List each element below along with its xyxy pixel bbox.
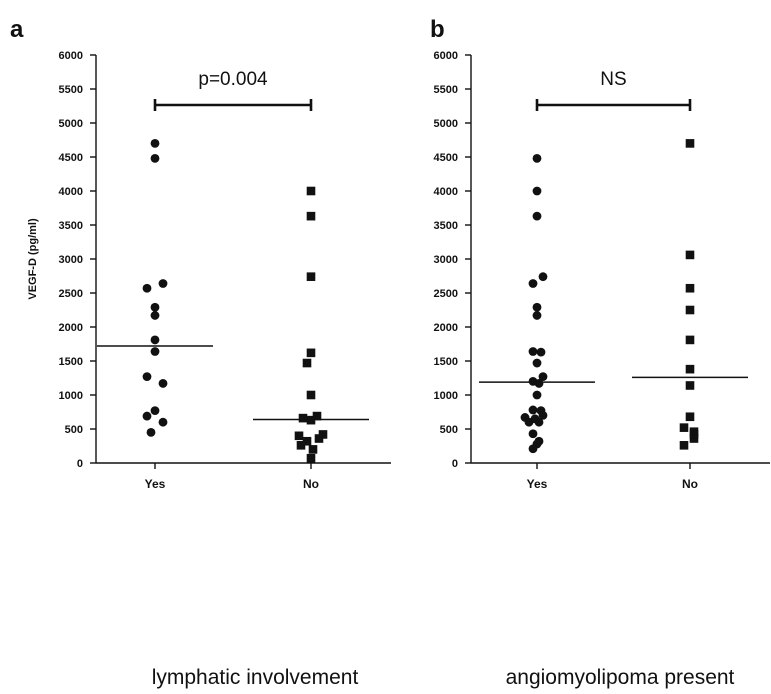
data-point-circle (528, 279, 538, 288)
data-point-square (306, 272, 316, 281)
y-tick-label: 2000 (59, 322, 83, 334)
y-tick-label: 4000 (59, 186, 83, 198)
x-tick-label: Yes (527, 477, 548, 491)
data-point-square (306, 348, 316, 358)
data-point-circle (536, 347, 546, 357)
data-point-circle (146, 428, 156, 437)
data-point-circle (532, 211, 542, 221)
y-tick-label: 4500 (59, 152, 83, 164)
y-tick-label: 3500 (434, 220, 458, 232)
data-point-square (302, 358, 312, 368)
y-tick-label: 5500 (59, 84, 83, 96)
significance-label: p=0.004 (198, 69, 268, 90)
data-point-circle (538, 372, 548, 382)
y-tick-label: 2500 (434, 288, 458, 300)
data-point-square (685, 364, 695, 374)
panel-letter: a (10, 16, 24, 43)
data-point-circle (532, 358, 542, 368)
data-point-circle (150, 347, 160, 356)
y-tick-label: 4500 (434, 152, 458, 164)
data-point-square (679, 423, 689, 432)
x-axis-label: lymphatic involvement (152, 666, 359, 689)
data-point-square (685, 250, 695, 260)
data-point-circle (534, 417, 544, 427)
y-tick-label: 4000 (434, 186, 458, 198)
y-tick-label: 2000 (434, 322, 458, 334)
data-point-circle (528, 444, 538, 454)
data-point-circle (142, 411, 152, 421)
data-point-circle (538, 411, 548, 420)
data-point-square (314, 434, 324, 443)
y-tick-label: 3000 (434, 254, 458, 266)
data-point-circle (532, 390, 542, 400)
x-axis-label: angiomyolipoma present (506, 666, 735, 689)
data-point-circle (150, 139, 160, 148)
data-point-square (306, 415, 316, 425)
y-tick-label: 6000 (59, 50, 83, 62)
data-point-square (685, 335, 695, 345)
data-point-circle (534, 379, 544, 388)
data-point-circle (150, 311, 160, 320)
data-point-square (685, 139, 695, 148)
data-point-square (685, 283, 695, 293)
data-point-circle (158, 417, 168, 427)
data-point-circle (532, 302, 542, 312)
data-point-circle (158, 379, 168, 388)
y-tick-label: 0 (452, 458, 458, 470)
data-point-circle (150, 153, 160, 163)
y-tick-label: 5500 (434, 84, 458, 96)
y-tick-label: 1500 (434, 356, 458, 368)
data-point-square (306, 453, 316, 463)
data-point-circle (528, 347, 538, 356)
y-tick-label: 5000 (59, 118, 83, 130)
y-tick-label: 0 (77, 458, 83, 470)
significance-label: NS (600, 69, 626, 90)
data-point-square (685, 381, 695, 390)
data-point-circle (528, 429, 538, 439)
data-point-square (312, 411, 322, 421)
panel-a: 0 500 1000 1500 2000 2500 3000 3500 4000 4500 5000… (10, 16, 391, 689)
data-point-circle (532, 311, 542, 320)
data-point-circle (158, 279, 168, 288)
data-point-square (679, 441, 689, 450)
x-tick-label: No (303, 477, 319, 491)
data-point-circle (528, 405, 538, 415)
data-point-circle (532, 153, 542, 163)
y-tick-label: 1500 (59, 356, 83, 368)
data-point-circle (142, 372, 152, 382)
data-point-square (685, 305, 695, 315)
y-tick-label: 3500 (59, 220, 83, 232)
data-point-square (689, 434, 699, 443)
data-point-square (306, 211, 316, 221)
y-tick-label: 3000 (59, 254, 83, 266)
data-point-square (302, 436, 312, 446)
data-point-square (308, 445, 318, 454)
data-point-circle (532, 186, 542, 196)
data-point-square (306, 186, 316, 196)
y-tick-label: 500 (65, 424, 83, 436)
y-tick-label: 1000 (434, 390, 458, 402)
y-tick-label: 2500 (59, 288, 83, 300)
data-point-square (294, 431, 304, 441)
x-tick-label: No (682, 477, 698, 491)
data-point-square (306, 390, 316, 400)
y-tick-label: 500 (440, 424, 458, 436)
y-tick-label: 1000 (59, 390, 83, 402)
data-point-circle (538, 272, 548, 282)
data-point-circle (142, 283, 152, 293)
data-point-circle (524, 417, 534, 427)
data-point-square (296, 441, 306, 450)
data-point-circle (150, 335, 160, 345)
data-point-square (298, 413, 308, 423)
y-tick-label: 6000 (434, 50, 458, 62)
data-point-circle (150, 302, 160, 312)
y-tick-label: 5000 (434, 118, 458, 130)
data-point-square (685, 412, 695, 422)
data-point-circle (150, 406, 160, 416)
panel-b: 0 500 1000 1500 2000 2500 3000 3500 4000 4500 5000… (430, 16, 770, 689)
panel-letter: b (430, 16, 445, 43)
y-axis-label: VEGF-D (pg/ml) (27, 218, 39, 300)
x-tick-label: Yes (145, 477, 166, 491)
